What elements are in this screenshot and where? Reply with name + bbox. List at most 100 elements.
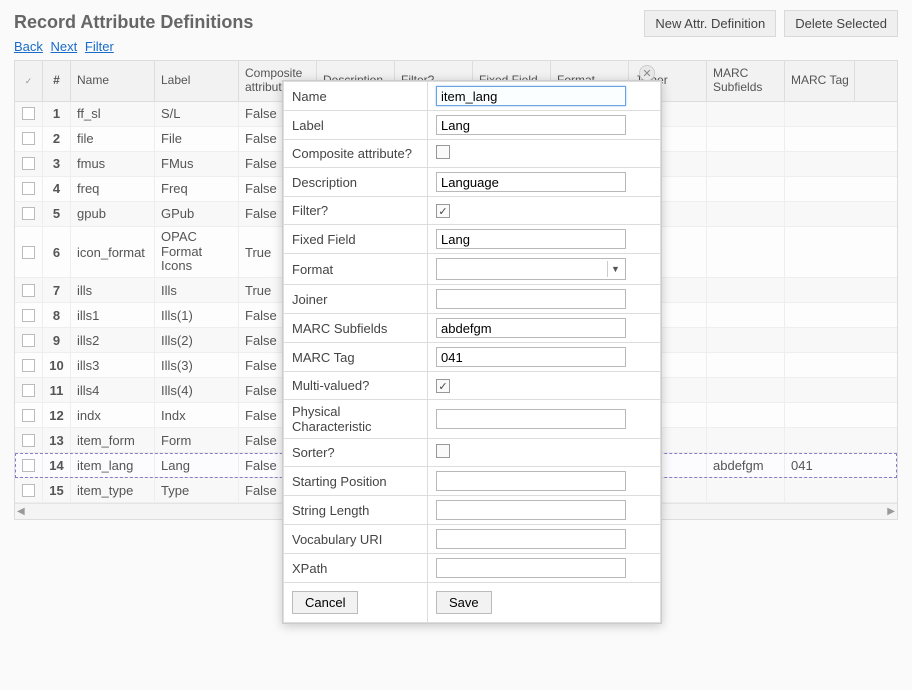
row-label: Ills(3) — [155, 353, 239, 377]
field-label-strlen: String Length — [284, 496, 428, 525]
filter-link[interactable]: Filter — [85, 39, 114, 54]
row-subfields — [707, 102, 785, 126]
row-name: ills4 — [71, 378, 155, 402]
row-tag: 041 — [785, 453, 855, 477]
next-link[interactable]: Next — [51, 39, 78, 54]
row-tag — [785, 227, 855, 278]
field-label-name: Name — [284, 82, 428, 111]
scroll-left-icon[interactable]: ◀ — [17, 506, 25, 517]
row-tag — [785, 428, 855, 452]
label-input[interactable] — [436, 115, 626, 135]
row-tag — [785, 478, 855, 502]
save-button[interactable]: Save — [436, 591, 492, 614]
row-number: 15 — [43, 478, 71, 502]
multi-checkbox[interactable]: ✓ — [436, 379, 450, 393]
row-subfields — [707, 152, 785, 176]
col-name[interactable]: Name — [71, 61, 155, 101]
row-checkbox[interactable] — [15, 102, 43, 126]
row-number: 6 — [43, 227, 71, 278]
col-subfields[interactable]: MARC Subfields — [707, 61, 785, 101]
close-icon[interactable]: ✕ — [639, 65, 655, 81]
row-name: ills3 — [71, 353, 155, 377]
delete-selected-button[interactable]: Delete Selected — [784, 10, 898, 37]
row-label: Ills(2) — [155, 328, 239, 352]
row-checkbox[interactable] — [15, 428, 43, 452]
col-number[interactable]: # — [43, 61, 71, 101]
row-checkbox[interactable] — [15, 152, 43, 176]
field-label-subfields: MARC Subfields — [284, 314, 428, 343]
row-label: OPAC Format Icons — [155, 227, 239, 278]
row-name: fmus — [71, 152, 155, 176]
row-number: 3 — [43, 152, 71, 176]
row-number: 13 — [43, 428, 71, 452]
description-input[interactable] — [436, 172, 626, 192]
row-tag — [785, 403, 855, 427]
row-label: Ills(4) — [155, 378, 239, 402]
row-checkbox[interactable] — [15, 278, 43, 302]
row-checkbox[interactable] — [15, 453, 43, 477]
row-tag — [785, 328, 855, 352]
tag-input[interactable] — [436, 347, 626, 367]
row-tag — [785, 353, 855, 377]
filter-checkbox[interactable]: ✓ — [436, 204, 450, 218]
row-checkbox[interactable] — [15, 303, 43, 327]
row-checkbox[interactable] — [15, 353, 43, 377]
xpath-input[interactable] — [436, 558, 626, 578]
row-subfields — [707, 378, 785, 402]
sorter-checkbox[interactable] — [436, 444, 450, 458]
back-link[interactable]: Back — [14, 39, 43, 54]
startpos-input[interactable] — [436, 471, 626, 491]
field-label-tag: MARC Tag — [284, 343, 428, 372]
row-subfields — [707, 127, 785, 151]
strlen-input[interactable] — [436, 500, 626, 520]
format-select[interactable]: ▼ — [436, 258, 626, 280]
row-number: 12 — [43, 403, 71, 427]
composite-checkbox[interactable] — [436, 145, 450, 159]
field-label-fixed: Fixed Field — [284, 225, 428, 254]
row-tag — [785, 202, 855, 226]
row-label: File — [155, 127, 239, 151]
row-label: Type — [155, 478, 239, 502]
row-subfields — [707, 202, 785, 226]
new-attr-definition-button[interactable]: New Attr. Definition — [644, 10, 776, 37]
field-label-physchar: Physical Characteristic — [284, 400, 428, 439]
row-checkbox[interactable] — [15, 227, 43, 278]
row-tag — [785, 278, 855, 302]
row-checkbox[interactable] — [15, 378, 43, 402]
chevron-down-icon: ▼ — [607, 261, 623, 277]
fixed-input[interactable] — [436, 229, 626, 249]
row-tag — [785, 127, 855, 151]
physchar-input[interactable] — [436, 409, 626, 429]
row-number: 4 — [43, 177, 71, 201]
row-checkbox[interactable] — [15, 202, 43, 226]
cancel-button[interactable]: Cancel — [292, 591, 358, 614]
vocab-input[interactable] — [436, 529, 626, 549]
row-checkbox[interactable] — [15, 328, 43, 352]
row-label: Lang — [155, 453, 239, 477]
row-tag — [785, 177, 855, 201]
row-number: 5 — [43, 202, 71, 226]
col-label[interactable]: Label — [155, 61, 239, 101]
field-label-format: Format — [284, 254, 428, 285]
row-name: file — [71, 127, 155, 151]
joiner-input[interactable] — [436, 289, 626, 309]
row-checkbox[interactable] — [15, 478, 43, 502]
scroll-right-icon[interactable]: ▶ — [887, 506, 895, 517]
row-checkbox[interactable] — [15, 127, 43, 151]
row-name: ills2 — [71, 328, 155, 352]
row-checkbox[interactable] — [15, 177, 43, 201]
col-tag[interactable]: MARC Tag — [785, 61, 855, 101]
field-label-vocab: Vocabulary URI — [284, 525, 428, 554]
nav-links: Back Next Filter — [14, 39, 898, 54]
row-subfields — [707, 278, 785, 302]
row-checkbox[interactable] — [15, 403, 43, 427]
row-number: 10 — [43, 353, 71, 377]
row-tag — [785, 303, 855, 327]
edit-dialog: ✕ NameLabelComposite attribute?Descripti… — [282, 80, 662, 624]
row-label: S/L — [155, 102, 239, 126]
row-name: gpub — [71, 202, 155, 226]
row-name: ills — [71, 278, 155, 302]
subfields-input[interactable] — [436, 318, 626, 338]
row-label: Ills — [155, 278, 239, 302]
name-input[interactable] — [436, 86, 626, 106]
